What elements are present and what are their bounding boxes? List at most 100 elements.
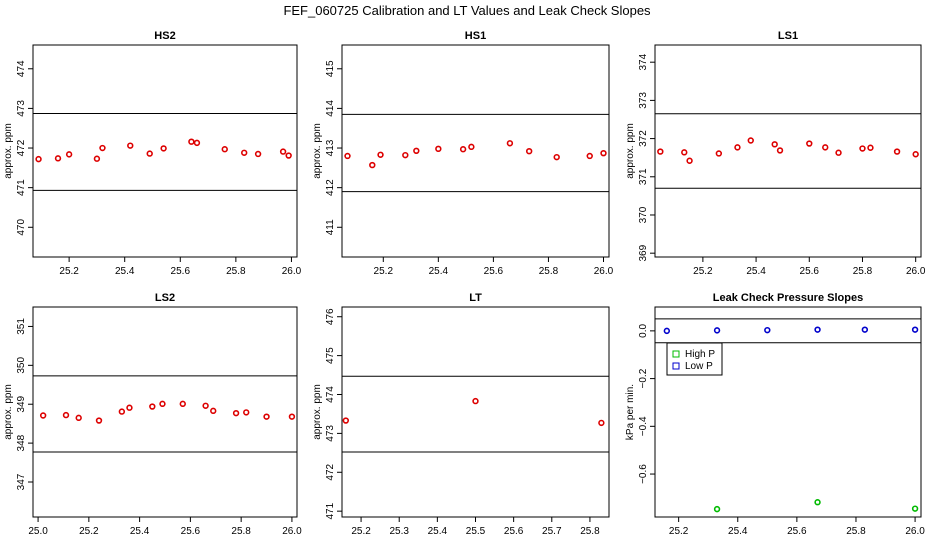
data-point <box>342 417 350 424</box>
data-point <box>221 146 228 153</box>
y-tick-label: 415 <box>325 60 336 77</box>
y-tick-label: 350 <box>16 357 27 374</box>
data-point <box>377 151 384 158</box>
y-tick-label: 476 <box>325 308 336 325</box>
y-tick-label: 471 <box>325 502 336 519</box>
x-tick-label: 25.2 <box>59 266 79 277</box>
x-tick-label: 25.6 <box>181 526 201 537</box>
y-tick-label: 349 <box>16 395 27 412</box>
y-tick-label: −0.2 <box>638 368 649 388</box>
x-tick-label: 25.2 <box>669 526 689 537</box>
plot-frame <box>654 44 922 258</box>
data-point <box>402 151 409 159</box>
data-point <box>146 150 153 157</box>
y-tick-label: 413 <box>325 139 336 156</box>
data-point <box>468 143 475 151</box>
y-tick-label: 347 <box>16 473 27 490</box>
data-point <box>35 155 42 163</box>
y-axis-label: approx. ppm <box>625 123 636 179</box>
data-point <box>127 142 134 149</box>
plot-frame <box>341 306 610 518</box>
data-point <box>179 400 186 408</box>
data-point <box>553 153 560 161</box>
plot-frame <box>341 44 610 258</box>
panel-ls1: LS1 25.2 25.4 25.6 25.8 26.0 369 370 371 372 373 37… <box>625 30 926 277</box>
data-point <box>160 145 167 152</box>
data-point <box>600 149 607 157</box>
y-tick-label: 370 <box>638 206 649 223</box>
data-point <box>62 411 70 419</box>
y-tick-label: −0.6 <box>638 464 649 484</box>
plot-frame <box>32 44 298 258</box>
data-point <box>241 149 248 156</box>
data-point <box>681 149 688 156</box>
panel-hs1: HS1 25.2 25.4 25.6 25.8 26.0 411 412 413 414 415 ap… <box>312 30 614 277</box>
y-tick-label: 474 <box>16 60 27 77</box>
legend-swatch <box>672 350 680 358</box>
y-tick-label: 472 <box>16 139 27 156</box>
data-point <box>586 152 593 160</box>
data-point <box>202 402 209 409</box>
x-tick-label: 25.8 <box>846 526 866 537</box>
panel-hs2: HS2 25.2 25.4 25.6 25.8 26.0 470 471 472 473 474 ap… <box>3 30 302 277</box>
panel-title: HS2 <box>154 30 175 42</box>
x-tick-label: 25.8 <box>580 526 600 537</box>
data-point <box>435 145 442 153</box>
x-tick-label: 25.8 <box>231 526 251 537</box>
x-tick-label: 26.0 <box>282 266 302 277</box>
y-axis-label: kPa per min. <box>625 384 636 440</box>
data-point <box>288 413 296 420</box>
x-tick-label: 26.0 <box>282 526 302 537</box>
data-point <box>99 144 106 152</box>
y-tick-label: 472 <box>325 463 336 480</box>
panel-leak: Leak Check Pressure Slopes 25.2 25.4 25.6 25… <box>625 292 925 537</box>
data-point <box>95 417 103 424</box>
data-point <box>506 140 514 147</box>
data-point <box>686 157 693 164</box>
plot-frame <box>654 306 922 518</box>
y-tick-label: 473 <box>16 100 27 117</box>
data-point <box>713 505 721 513</box>
y-tick-label: 471 <box>16 179 27 196</box>
y-tick-label: 473 <box>325 425 336 442</box>
y-axis-label: approx. ppm <box>312 123 323 179</box>
y-tick-label: 411 <box>325 219 336 235</box>
data-point <box>75 414 82 422</box>
data-point <box>764 326 771 334</box>
x-tick-label: 25.4 <box>746 266 766 277</box>
data-point <box>254 150 262 158</box>
x-tick-label: 26.0 <box>905 526 925 537</box>
data-point <box>472 397 479 405</box>
x-tick-label: 26.0 <box>594 266 614 277</box>
x-tick-label: 25.8 <box>853 266 873 277</box>
data-point <box>814 326 821 333</box>
data-point <box>598 419 605 427</box>
x-tick-label: 25.3 <box>389 526 409 537</box>
data-point <box>93 155 101 162</box>
data-point <box>263 413 270 420</box>
panel-lt: LT 25.2 25.3 25.4 25.5 25.6 25.7 25.8 471 472 473 4… <box>312 292 610 537</box>
panel-ls2: LS2 25.0 25.2 25.4 25.6 25.8 26.0 347 348 349 350 3… <box>3 292 302 537</box>
data-point <box>193 139 201 147</box>
y-tick-label: −0.4 <box>638 416 649 436</box>
y-tick-label: 371 <box>638 168 649 185</box>
data-point <box>369 161 376 169</box>
data-point <box>232 409 240 417</box>
x-tick-label: 25.5 <box>466 526 486 537</box>
panel-title: HS1 <box>465 30 486 42</box>
data-point <box>126 404 133 411</box>
x-tick-label: 25.6 <box>787 526 807 537</box>
figure-title: FEF_060725 Calibration and LT Values and… <box>283 3 651 18</box>
data-point <box>118 408 126 415</box>
y-axis-label: approx. ppm <box>3 123 14 179</box>
panel-title: LS1 <box>778 30 798 42</box>
data-point <box>657 148 664 155</box>
data-point <box>39 412 47 419</box>
y-tick-label: 475 <box>325 347 336 364</box>
data-point <box>835 149 842 156</box>
data-point <box>822 144 829 151</box>
x-tick-label: 25.6 <box>800 266 820 277</box>
data-point <box>54 155 62 162</box>
